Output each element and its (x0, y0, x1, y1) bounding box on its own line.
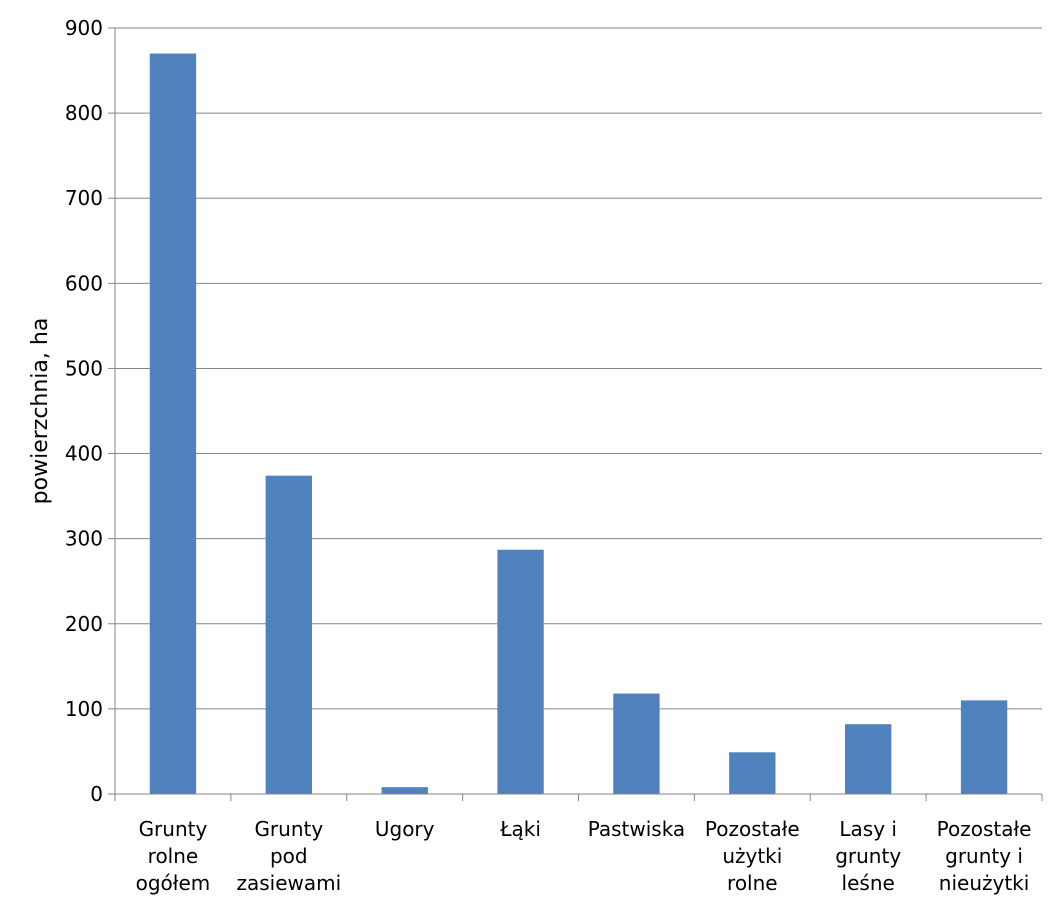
x-tick-label-line: Pozostałe (937, 817, 1032, 841)
x-tick-label-line: Pastwiska (588, 817, 686, 841)
y-tick-label: 600 (65, 271, 103, 295)
x-tick-label: Ugory (375, 817, 435, 841)
x-tick-label-line: Grunty (254, 817, 323, 841)
y-tick-label: 500 (65, 356, 103, 380)
x-tick-label: Pastwiska (588, 817, 686, 841)
bar (960, 700, 1008, 794)
bar (265, 475, 312, 794)
y-tick-label: 300 (65, 527, 103, 551)
gridlines (115, 27, 1042, 710)
x-tick-label-line: ogółem (136, 871, 211, 895)
x-tick-label-line: grunty (835, 844, 901, 868)
bar (845, 724, 892, 794)
x-tick-label: Łąki (499, 817, 541, 841)
x-tick-label: Pozostałe użytki rolne (705, 817, 800, 895)
x-tick-label-line: rolne (148, 844, 199, 868)
x-tick-label-line: zasiewami (236, 871, 341, 895)
x-tick-label-line: Łąki (499, 817, 541, 841)
bar (497, 549, 544, 794)
bar (613, 693, 660, 794)
x-tick-label-line: leśne (842, 871, 895, 895)
y-tick-label: 0 (90, 782, 103, 806)
x-tick-label: Grunty pod zasiewami (236, 817, 341, 895)
bar (149, 53, 197, 795)
axes (108, 27, 1043, 801)
y-tick-labels: 0 100 200 300 400 500 600 700 800 900 (65, 16, 103, 806)
x-tick-label-line: Pozostałe (705, 817, 800, 841)
x-tick-label-line: użytki (722, 844, 782, 868)
y-axis-label: powierzchnia, ha (28, 318, 53, 505)
bars (149, 53, 1008, 795)
x-tick-label-line: Grunty (139, 817, 208, 841)
x-tick-labels: Grunty rolne ogółem Grunty pod zasiewami Ugory… (136, 817, 1032, 895)
y-tick-label: 100 (65, 697, 103, 721)
y-tick-label: 400 (65, 442, 103, 466)
y-tick-label: 800 (65, 101, 103, 125)
y-tick-label: 700 (65, 186, 103, 210)
x-tick-label: Lasy i grunty leśne (835, 817, 901, 895)
x-tick-label-line: Lasy i (839, 817, 897, 841)
y-tick-label: 900 (65, 16, 103, 40)
x-tick-label: Pozostałe grunty i nieużytki (937, 817, 1032, 895)
bar (729, 752, 776, 794)
x-tick-label-line: pod (270, 844, 308, 868)
y-tick-label: 200 (65, 612, 103, 636)
x-tick-label-line: nieużytki (939, 871, 1030, 895)
bar (381, 787, 428, 794)
x-tick-label: Grunty rolne ogółem (136, 817, 211, 895)
x-tick-label-line: rolne (727, 871, 778, 895)
x-tick-label-line: grunty i (945, 844, 1023, 868)
x-tick-label-line: Ugory (375, 817, 435, 841)
